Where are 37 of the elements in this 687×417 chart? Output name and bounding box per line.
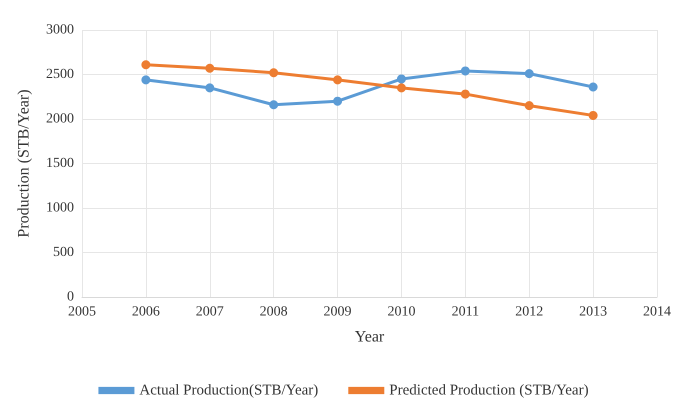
point	[524, 69, 534, 78]
x-tick-label: 2011	[452, 304, 480, 320]
x-tick-label: 2005	[68, 304, 96, 320]
point	[205, 83, 214, 92]
x-tick-label: 2010	[387, 304, 416, 320]
point	[524, 101, 534, 110]
point	[141, 60, 150, 70]
y-tick-label: 2500	[46, 67, 74, 82]
point	[333, 75, 342, 84]
x-tick-label: 2013	[579, 304, 608, 320]
y-tick-label: 500	[53, 245, 74, 260]
x-tick-label: 2012	[515, 304, 544, 320]
y-tick-label: 1500	[46, 156, 74, 171]
point	[396, 74, 406, 84]
y-tick-label: 2000	[46, 112, 74, 126]
point	[588, 82, 598, 92]
x-tick-label: 2014	[643, 304, 671, 320]
point	[205, 64, 214, 73]
x-tick-label: 2008	[260, 304, 288, 320]
point	[396, 83, 406, 92]
x-tick-label: 2009	[324, 304, 352, 320]
x-tick-label: 2007	[196, 304, 224, 320]
x-axis-title: Year	[354, 328, 385, 346]
point	[460, 66, 470, 76]
x-tick-label: 2006	[132, 304, 160, 320]
point	[460, 90, 470, 99]
point	[141, 75, 150, 84]
legend-label: Actual Production(STB/Year)	[139, 382, 318, 398]
y-tick-label: 0	[67, 290, 74, 304]
y-tick-label: 1000	[46, 200, 74, 216]
y-axis-title: Production (STB/Year)	[16, 89, 32, 238]
legend-label: Predicted Production (STB/Year)	[389, 382, 589, 398]
point	[269, 100, 278, 110]
y-tick-label: 3000	[46, 22, 74, 38]
point	[333, 96, 342, 106]
point	[269, 68, 278, 78]
point	[588, 110, 598, 120]
